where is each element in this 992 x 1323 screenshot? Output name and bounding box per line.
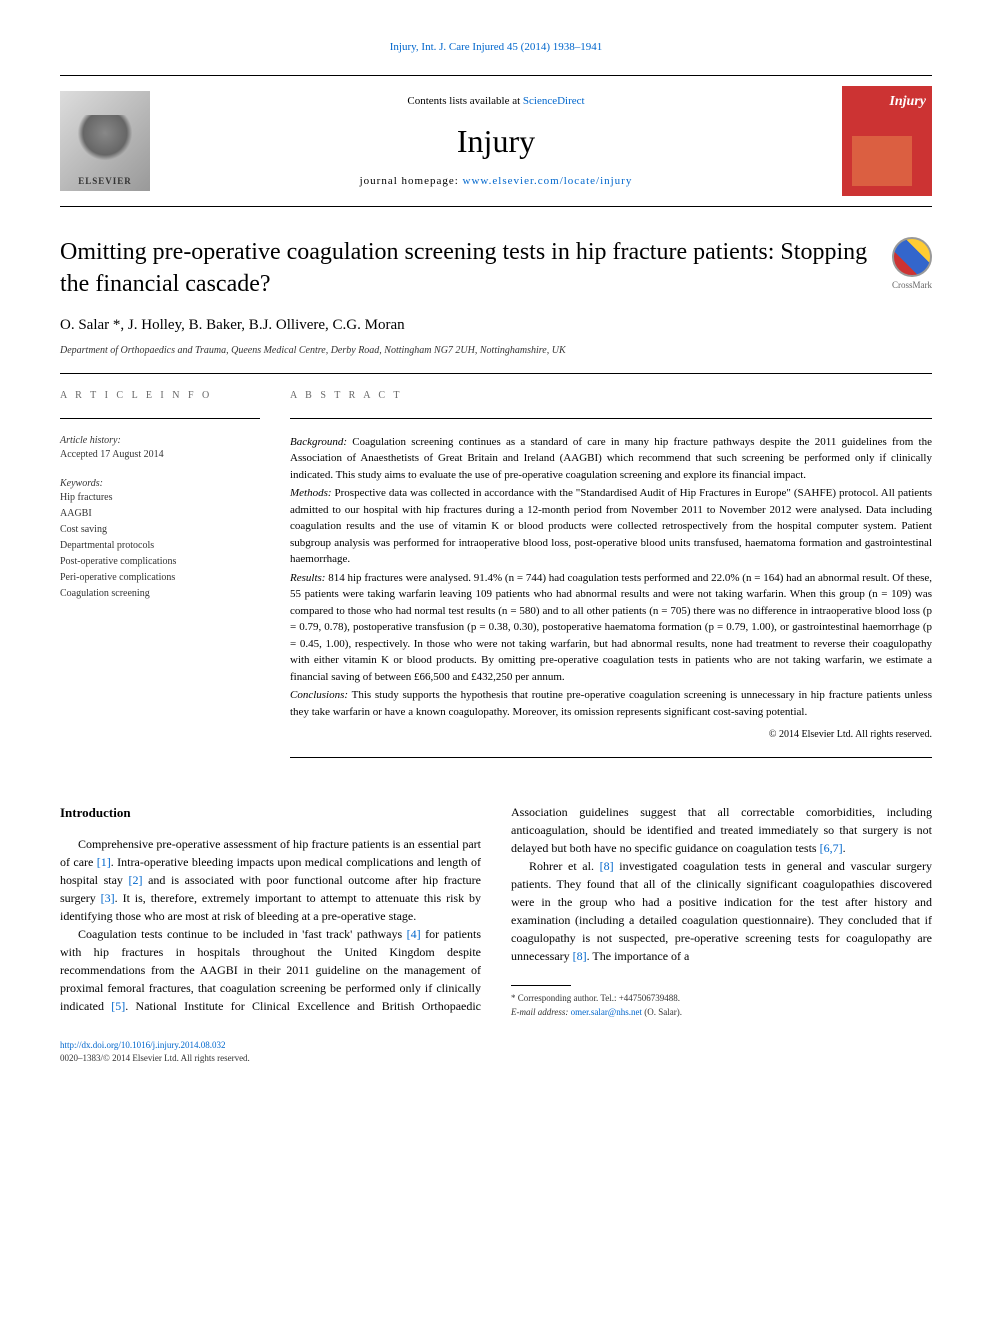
ref-link[interactable]: [5] [111, 999, 125, 1013]
body-text: Introduction Comprehensive pre-operative… [60, 803, 932, 1019]
body-paragraph: Comprehensive pre-operative assessment o… [60, 835, 481, 925]
elsevier-text: ELSEVIER [78, 175, 132, 188]
homepage-link[interactable]: www.elsevier.com/locate/injury [463, 175, 633, 187]
background-label: Background: [290, 436, 347, 448]
abstract-text: Background: Coagulation screening contin… [290, 434, 932, 721]
abstract: A B S T R A C T Background: Coagulation … [290, 389, 932, 774]
keywords-label: Keywords: [60, 477, 260, 491]
elsevier-logo: ELSEVIER [60, 91, 150, 191]
keyword: Coagulation screening [60, 587, 260, 601]
info-abstract-row: A R T I C L E I N F O Article history: A… [60, 389, 932, 774]
divider [60, 373, 932, 374]
contents-prefix: Contents lists available at [407, 95, 522, 107]
crossmark-badge[interactable]: CrossMark [892, 237, 932, 292]
keywords-list: Hip fractures AAGBI Cost saving Departme… [60, 491, 260, 601]
running-header: Injury, Int. J. Care Injured 45 (2014) 1… [60, 40, 932, 55]
history-label: Article history: [60, 434, 260, 448]
intro-heading: Introduction [60, 803, 481, 823]
ref-link[interactable]: [2] [129, 873, 143, 887]
masthead-center: Contents lists available at ScienceDirec… [150, 94, 842, 190]
corresponding-footnote: * Corresponding author. Tel.: +447506739… [511, 992, 932, 1019]
results-text: 814 hip fractures were analysed. 91.4% (… [290, 572, 932, 683]
email-link[interactable]: omer.salar@nhs.net [571, 1007, 642, 1017]
methods-label: Methods: [290, 487, 332, 499]
accepted-date: Accepted 17 August 2014 [60, 448, 260, 462]
masthead: ELSEVIER Contents lists available at Sci… [60, 75, 932, 207]
journal-cover-thumbnail: Injury [842, 86, 932, 196]
article-info: A R T I C L E I N F O Article history: A… [60, 389, 260, 774]
abstract-divider [290, 418, 932, 419]
body-paragraph: Rohrer et al. [8] investigated coagulati… [511, 857, 932, 965]
abstract-bottom-divider [290, 757, 932, 758]
conclusions-label: Conclusions: [290, 689, 348, 701]
journal-name: Injury [150, 119, 842, 164]
article-title: Omitting pre-operative coagulation scree… [60, 237, 892, 299]
keyword: Peri-operative complications [60, 571, 260, 585]
abstract-label: A B S T R A C T [290, 389, 932, 403]
title-row: Omitting pre-operative coagulation scree… [60, 237, 932, 299]
conclusions-text: This study supports the hypothesis that … [290, 689, 932, 718]
homepage-prefix: journal homepage: [360, 175, 463, 187]
email-suffix: (O. Salar). [642, 1007, 682, 1017]
doi-link[interactable]: http://dx.doi.org/10.1016/j.injury.2014.… [60, 1040, 226, 1050]
journal-homepage: journal homepage: www.elsevier.com/locat… [150, 174, 842, 189]
ref-link[interactable]: [4] [407, 927, 421, 941]
elsevier-tree-icon [70, 115, 140, 175]
ref-link[interactable]: [1] [97, 855, 111, 869]
keywords-block: Keywords: Hip fractures AAGBI Cost savin… [60, 477, 260, 601]
methods-text: Prospective data was collected in accord… [290, 487, 932, 565]
cover-title: Injury [889, 92, 926, 112]
keyword: Hip fractures [60, 491, 260, 505]
results-label: Results: [290, 572, 325, 584]
ref-link[interactable]: [6,7] [820, 841, 843, 855]
corr-author: * Corresponding author. Tel.: +447506739… [511, 992, 932, 1006]
crossmark-label: CrossMark [892, 279, 932, 292]
ref-link[interactable]: [8] [600, 859, 614, 873]
crossmark-icon [892, 237, 932, 277]
authors-text: O. Salar *, J. Holley, B. Baker, B.J. Ol… [60, 317, 405, 333]
footnote-separator [511, 985, 571, 986]
affiliation: Department of Orthopaedics and Trauma, Q… [60, 344, 932, 358]
citation-link[interactable]: Injury, Int. J. Care Injured 45 (2014) 1… [390, 41, 603, 53]
ref-link[interactable]: [3] [101, 891, 115, 905]
page-footer: http://dx.doi.org/10.1016/j.injury.2014.… [60, 1039, 932, 1064]
background-text: Coagulation screening continues as a sta… [290, 436, 932, 481]
keyword: Post-operative complications [60, 555, 260, 569]
sciencedirect-link[interactable]: ScienceDirect [523, 95, 585, 107]
contents-line: Contents lists available at ScienceDirec… [150, 94, 842, 109]
keyword: Cost saving [60, 523, 260, 537]
article-history: Article history: Accepted 17 August 2014 [60, 434, 260, 462]
keyword: Departmental protocols [60, 539, 260, 553]
abstract-copyright: © 2014 Elsevier Ltd. All rights reserved… [290, 728, 932, 742]
info-divider [60, 418, 260, 419]
article-info-label: A R T I C L E I N F O [60, 389, 260, 403]
email-label: E-mail address: [511, 1007, 571, 1017]
ref-link[interactable]: [8] [573, 949, 587, 963]
authors: O. Salar *, J. Holley, B. Baker, B.J. Ol… [60, 315, 932, 336]
keyword: AAGBI [60, 507, 260, 521]
email-line: E-mail address: omer.salar@nhs.net (O. S… [511, 1006, 932, 1020]
issn-copyright: 0020–1383/© 2014 Elsevier Ltd. All right… [60, 1052, 932, 1065]
